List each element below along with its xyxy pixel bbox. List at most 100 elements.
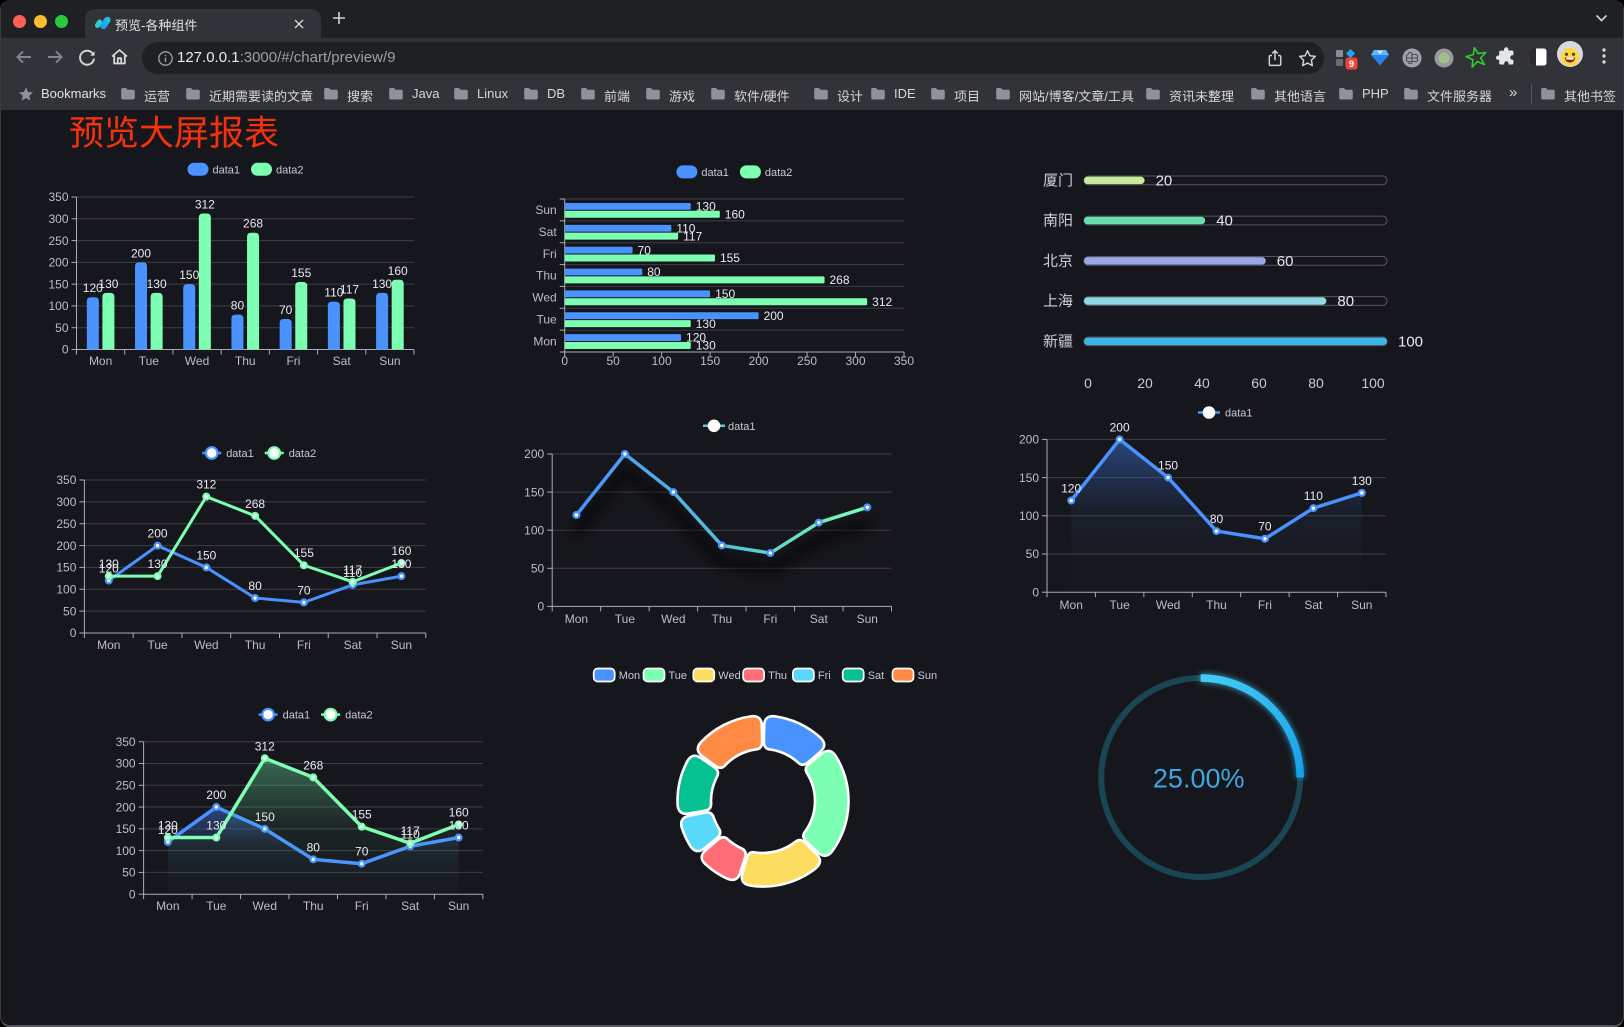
svg-text:268: 268 — [830, 273, 850, 287]
svg-text:data1: data1 — [1225, 408, 1253, 420]
svg-text:data1: data1 — [226, 448, 254, 460]
svg-text:117: 117 — [340, 283, 359, 297]
svg-text:110: 110 — [1304, 489, 1323, 503]
svg-text:120: 120 — [83, 281, 103, 295]
svg-text:130: 130 — [372, 277, 392, 291]
svg-text:200: 200 — [1019, 433, 1039, 447]
svg-text:Fri: Fri — [1258, 598, 1272, 612]
svg-text:80: 80 — [248, 579, 262, 593]
svg-text:Mon: Mon — [97, 638, 120, 652]
svg-text:Sat: Sat — [401, 899, 420, 913]
svg-text:60: 60 — [1277, 253, 1294, 270]
svg-text:Sat: Sat — [868, 670, 885, 682]
svg-text:Wed: Wed — [194, 638, 218, 652]
svg-text:Sat: Sat — [333, 354, 352, 368]
svg-text:120: 120 — [158, 823, 178, 837]
svg-text:80: 80 — [647, 265, 661, 279]
svg-text:Tue: Tue — [615, 612, 636, 626]
svg-text:Fri: Fri — [297, 638, 311, 652]
svg-text:130: 130 — [1352, 474, 1372, 488]
svg-text:0: 0 — [538, 600, 545, 614]
svg-text:20: 20 — [1137, 375, 1153, 391]
svg-text:150: 150 — [48, 277, 68, 291]
svg-text:0: 0 — [561, 354, 568, 368]
svg-text:data1: data1 — [701, 167, 729, 179]
svg-text:200: 200 — [749, 354, 769, 368]
svg-text:110: 110 — [324, 286, 343, 300]
svg-text:200: 200 — [764, 309, 784, 323]
svg-text:200: 200 — [148, 527, 168, 541]
svg-text:Thu: Thu — [712, 612, 733, 626]
svg-text:0: 0 — [70, 626, 77, 640]
svg-text:Fri: Fri — [763, 612, 777, 626]
svg-text:200: 200 — [56, 539, 76, 553]
svg-text:120: 120 — [99, 562, 119, 576]
svg-text:data2: data2 — [289, 448, 317, 460]
svg-text:100: 100 — [48, 299, 68, 313]
svg-text:250: 250 — [48, 234, 68, 248]
svg-text:Thu: Thu — [245, 638, 266, 652]
svg-text:130: 130 — [391, 557, 411, 571]
svg-text:南阳: 南阳 — [1043, 213, 1073, 230]
svg-text:Tue: Tue — [147, 638, 168, 652]
svg-text:Thu: Thu — [303, 899, 324, 913]
svg-text:Mon: Mon — [89, 354, 112, 368]
svg-text:40: 40 — [1216, 213, 1233, 230]
svg-text:100: 100 — [1019, 509, 1039, 523]
svg-text:Sun: Sun — [535, 203, 556, 217]
svg-text:200: 200 — [206, 788, 226, 802]
svg-text:110: 110 — [676, 221, 695, 235]
svg-text:Tue: Tue — [669, 670, 688, 682]
svg-text:50: 50 — [606, 354, 620, 368]
svg-text:data1: data1 — [213, 164, 241, 176]
svg-text:150: 150 — [700, 354, 720, 368]
svg-text:Mon: Mon — [533, 334, 556, 348]
svg-text:150: 150 — [116, 822, 136, 836]
svg-text:110: 110 — [343, 566, 362, 580]
svg-text:Sun: Sun — [918, 670, 938, 682]
svg-text:50: 50 — [122, 866, 136, 880]
svg-text:150: 150 — [1019, 471, 1039, 485]
svg-text:80: 80 — [1337, 293, 1354, 310]
svg-text:130: 130 — [696, 317, 716, 331]
svg-text:130: 130 — [158, 819, 178, 833]
svg-text:Sun: Sun — [379, 354, 400, 368]
svg-text:Wed: Wed — [253, 899, 277, 913]
svg-text:100: 100 — [116, 844, 136, 858]
svg-text:312: 312 — [255, 739, 275, 753]
svg-text:Sun: Sun — [391, 638, 412, 652]
svg-text:130: 130 — [206, 819, 226, 833]
svg-text:data2: data2 — [276, 164, 304, 176]
svg-text:70: 70 — [638, 243, 652, 257]
svg-text:Wed: Wed — [1156, 598, 1180, 612]
svg-text:70: 70 — [279, 303, 293, 317]
svg-text:350: 350 — [56, 473, 76, 487]
svg-text:70: 70 — [355, 845, 369, 859]
svg-text:Sun: Sun — [857, 612, 878, 626]
svg-text:Tue: Tue — [206, 899, 227, 913]
svg-text:350: 350 — [48, 190, 68, 204]
svg-text:Thu: Thu — [536, 269, 557, 283]
svg-text:data1: data1 — [283, 710, 311, 722]
svg-text:Sun: Sun — [1351, 598, 1372, 612]
svg-text:Thu: Thu — [235, 354, 256, 368]
svg-text:Fri: Fri — [818, 670, 831, 682]
svg-text:70: 70 — [297, 583, 311, 597]
svg-text:0: 0 — [62, 343, 69, 357]
svg-text:312: 312 — [196, 478, 216, 492]
svg-text:312: 312 — [872, 295, 892, 309]
svg-text:117: 117 — [343, 563, 362, 577]
svg-text:Sun: Sun — [448, 899, 469, 913]
svg-text:Wed: Wed — [718, 670, 740, 682]
svg-text:200: 200 — [1110, 420, 1130, 434]
svg-text:200: 200 — [48, 256, 68, 270]
svg-text:80: 80 — [1210, 512, 1224, 526]
svg-text:300: 300 — [846, 354, 866, 368]
svg-text:160: 160 — [725, 208, 745, 222]
svg-text:350: 350 — [894, 354, 914, 368]
svg-text:155: 155 — [294, 546, 314, 560]
svg-text:60: 60 — [1251, 375, 1267, 391]
svg-text:150: 150 — [524, 485, 544, 499]
svg-text:0: 0 — [1032, 585, 1039, 599]
svg-text:厦门: 厦门 — [1043, 172, 1073, 189]
